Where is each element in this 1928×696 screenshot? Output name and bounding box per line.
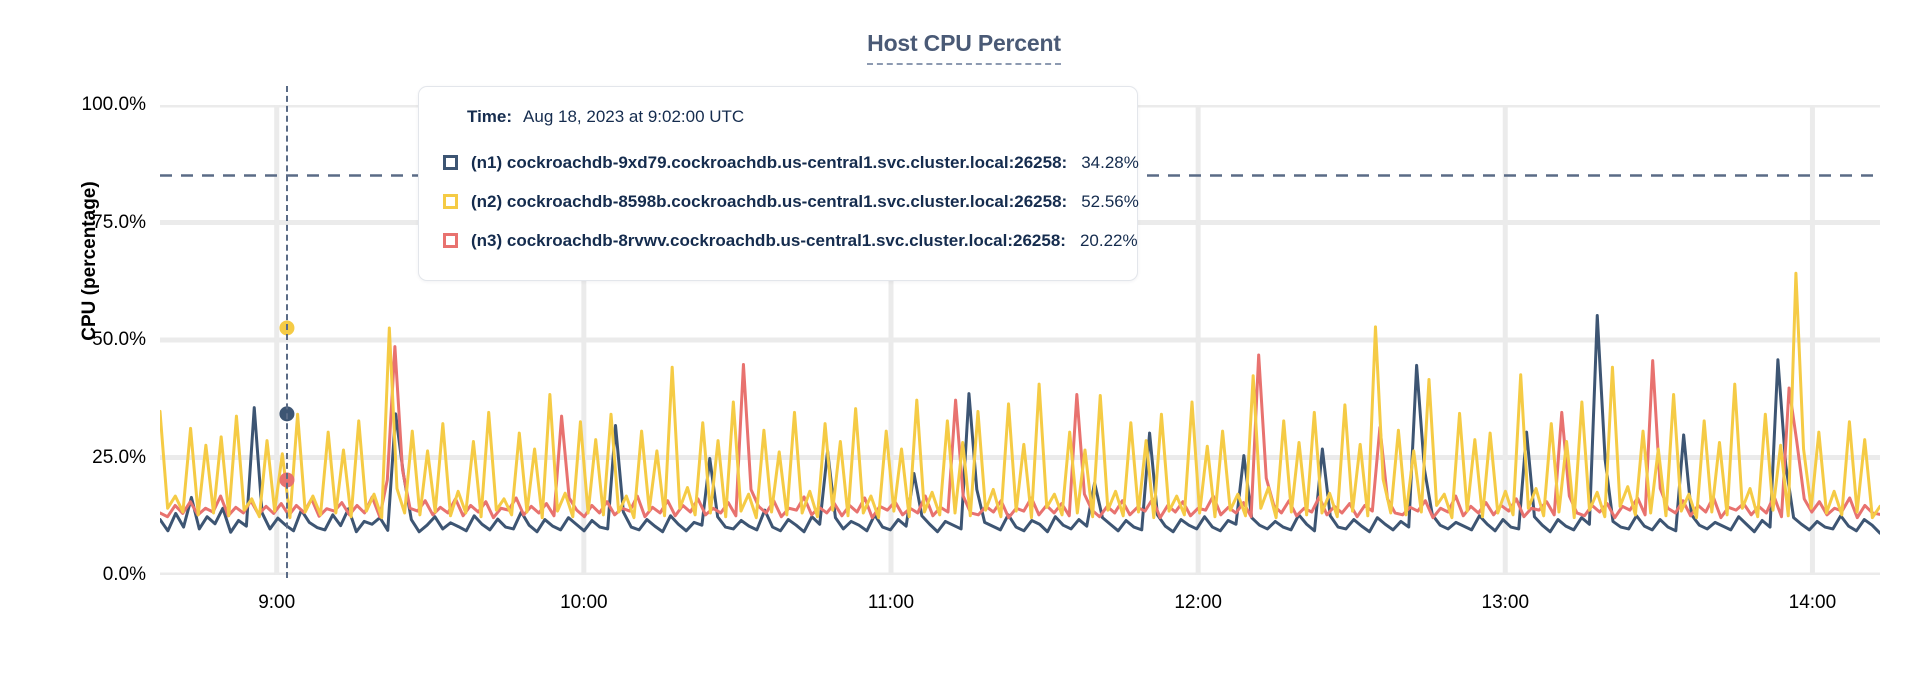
chart-title-text: Host CPU Percent bbox=[867, 30, 1061, 65]
tooltip-series-value: 20.22% bbox=[1079, 230, 1138, 250]
y-tick-label: 100.0% bbox=[81, 94, 146, 115]
x-tick-label: 14:00 bbox=[1788, 592, 1837, 613]
tooltip-series-row: (n1) cockroachdb-9xd79.cockroachdb.us-ce… bbox=[443, 143, 1139, 182]
tooltip-series-name: (n2) cockroachdb-8598b.cockroachdb.us-ce… bbox=[471, 191, 1068, 211]
tooltip-time-row: Time: Aug 18, 2023 at 9:02:00 UTC bbox=[443, 107, 1111, 127]
series-canvas bbox=[160, 105, 1880, 575]
series-line-n3 bbox=[160, 345, 1880, 520]
y-tick-label: 0.0% bbox=[102, 564, 146, 585]
tooltip-time-label: Time: bbox=[467, 107, 513, 126]
series-line-n2 bbox=[160, 271, 1880, 520]
tooltip-series-value: 52.56% bbox=[1081, 191, 1139, 211]
y-tick-label: 50.0% bbox=[92, 329, 146, 350]
tooltip-series-row: (n3) cockroachdb-8rvwv.cockroachdb.us-ce… bbox=[443, 221, 1138, 260]
tooltip-series-value: 34.28% bbox=[1081, 152, 1139, 172]
legend-swatch-icon bbox=[443, 194, 458, 209]
crosshair-line bbox=[285, 86, 288, 578]
tooltip-time-value: Aug 18, 2023 at 9:02:00 UTC bbox=[523, 107, 745, 126]
tooltip-series-name: (n3) cockroachdb-8rvwv.cockroachdb.us-ce… bbox=[471, 230, 1066, 250]
plot-area[interactable] bbox=[160, 105, 1880, 575]
chart-title: Host CPU Percent bbox=[0, 30, 1928, 65]
tooltip-series-name: (n1) cockroachdb-9xd79.cockroachdb.us-ce… bbox=[471, 152, 1068, 172]
x-tick-label: 11:00 bbox=[867, 592, 915, 613]
legend-swatch-icon bbox=[443, 233, 458, 248]
x-tick-label: 9:00 bbox=[258, 592, 296, 613]
y-tick-label: 75.0% bbox=[92, 211, 146, 233]
x-tick-label: 10:00 bbox=[560, 592, 608, 613]
tooltip-series-list: (n1) cockroachdb-9xd79.cockroachdb.us-ce… bbox=[443, 143, 1139, 260]
x-tick-label: 12:00 bbox=[1174, 592, 1222, 613]
hover-tooltip: Time: Aug 18, 2023 at 9:02:00 UTC (n1) c… bbox=[418, 86, 1139, 281]
tooltip-series-row: (n2) cockroachdb-8598b.cockroachdb.us-ce… bbox=[443, 182, 1139, 221]
y-tick-label: 25.0% bbox=[92, 446, 146, 468]
series-line-n1 bbox=[160, 314, 1880, 535]
x-tick-label: 13:00 bbox=[1481, 592, 1530, 613]
legend-swatch-icon bbox=[443, 155, 458, 170]
